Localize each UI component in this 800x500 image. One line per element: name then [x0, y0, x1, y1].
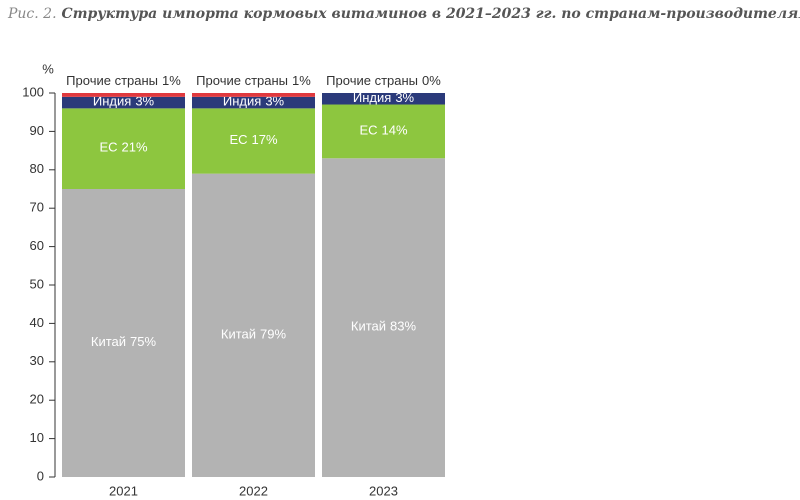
label-name: Китай: [221, 327, 256, 342]
y-tick-label: 0: [37, 468, 44, 483]
label-value: 3%: [395, 90, 414, 105]
label-name: Прочие страны: [326, 73, 418, 88]
bar-segment: [62, 96, 185, 109]
bar-segment: [322, 93, 445, 105]
data-label: Прочие страны 1%: [66, 73, 181, 88]
bar-segment: [322, 104, 445, 159]
label-value: 17%: [252, 132, 278, 147]
y-tick-label: 100: [22, 84, 44, 99]
bar-segment: [62, 93, 185, 97]
label-value: 0%: [422, 73, 441, 88]
label-value: 79%: [260, 327, 286, 342]
data-label: Прочие страны 1%: [196, 73, 311, 88]
label-value: 14%: [382, 123, 408, 138]
y-tick-label: 20: [30, 392, 44, 407]
label-name: Индия: [93, 94, 131, 109]
bar-segment: [192, 108, 315, 174]
y-axis-label: %: [42, 61, 54, 76]
label-name: Прочие страны: [196, 73, 288, 88]
data-label: Китай 75%: [91, 334, 157, 349]
label-value: 1%: [162, 73, 181, 88]
y-tick-label: 80: [30, 161, 44, 176]
bar-segment: [192, 93, 315, 97]
bar-segment: [192, 173, 315, 477]
data-label: ЕС 17%: [229, 132, 278, 147]
x-tick-label: 2022: [239, 483, 268, 498]
label-value: 3%: [135, 94, 154, 109]
data-label: ЕС 14%: [359, 123, 408, 138]
title-text: Структура импорта кормовых витаминов в 2…: [62, 6, 800, 22]
label-name: Прочие страны: [66, 73, 158, 88]
data-label: Индия 3%: [223, 94, 285, 109]
label-name: Индия: [223, 94, 261, 109]
label-name: ЕС: [229, 132, 247, 147]
bar-segment: [62, 189, 185, 477]
bar-segment: [62, 108, 185, 189]
x-tick-label: 2023: [369, 483, 398, 498]
y-tick-label: 60: [30, 238, 44, 253]
y-tick-label: 10: [30, 430, 44, 445]
bar-segment: [192, 96, 315, 109]
label-value: 83%: [390, 319, 416, 334]
data-label: Прочие страны 0%: [326, 73, 441, 88]
label-name: Китай: [91, 334, 126, 349]
bar-segment: [322, 158, 445, 477]
data-label: Китай 83%: [351, 319, 417, 334]
label-name: ЕС: [99, 140, 117, 155]
label-name: Индия: [353, 90, 391, 105]
label-value: 21%: [122, 140, 148, 155]
label-value: 75%: [130, 334, 156, 349]
label-name: ЕС: [359, 123, 377, 138]
x-tick-label: 2021: [109, 483, 138, 498]
y-tick-label: 30: [30, 353, 44, 368]
label-value: 1%: [292, 73, 311, 88]
data-label: Индия 3%: [353, 90, 415, 105]
label-value: 3%: [265, 94, 284, 109]
data-label: Китай 79%: [221, 327, 287, 342]
caption-label: Рис. 2.: [7, 6, 57, 22]
data-label: Индия 3%: [93, 94, 155, 109]
data-label: ЕС 21%: [99, 140, 148, 155]
chart-title: Рис. 2. Структура импорта кормовых витами…: [7, 6, 800, 22]
y-tick-label: 90: [30, 123, 44, 138]
label-name: Китай: [351, 319, 386, 334]
y-tick-label: 70: [30, 200, 44, 215]
y-tick-label: 50: [30, 276, 44, 291]
y-tick-label: 40: [30, 315, 44, 330]
